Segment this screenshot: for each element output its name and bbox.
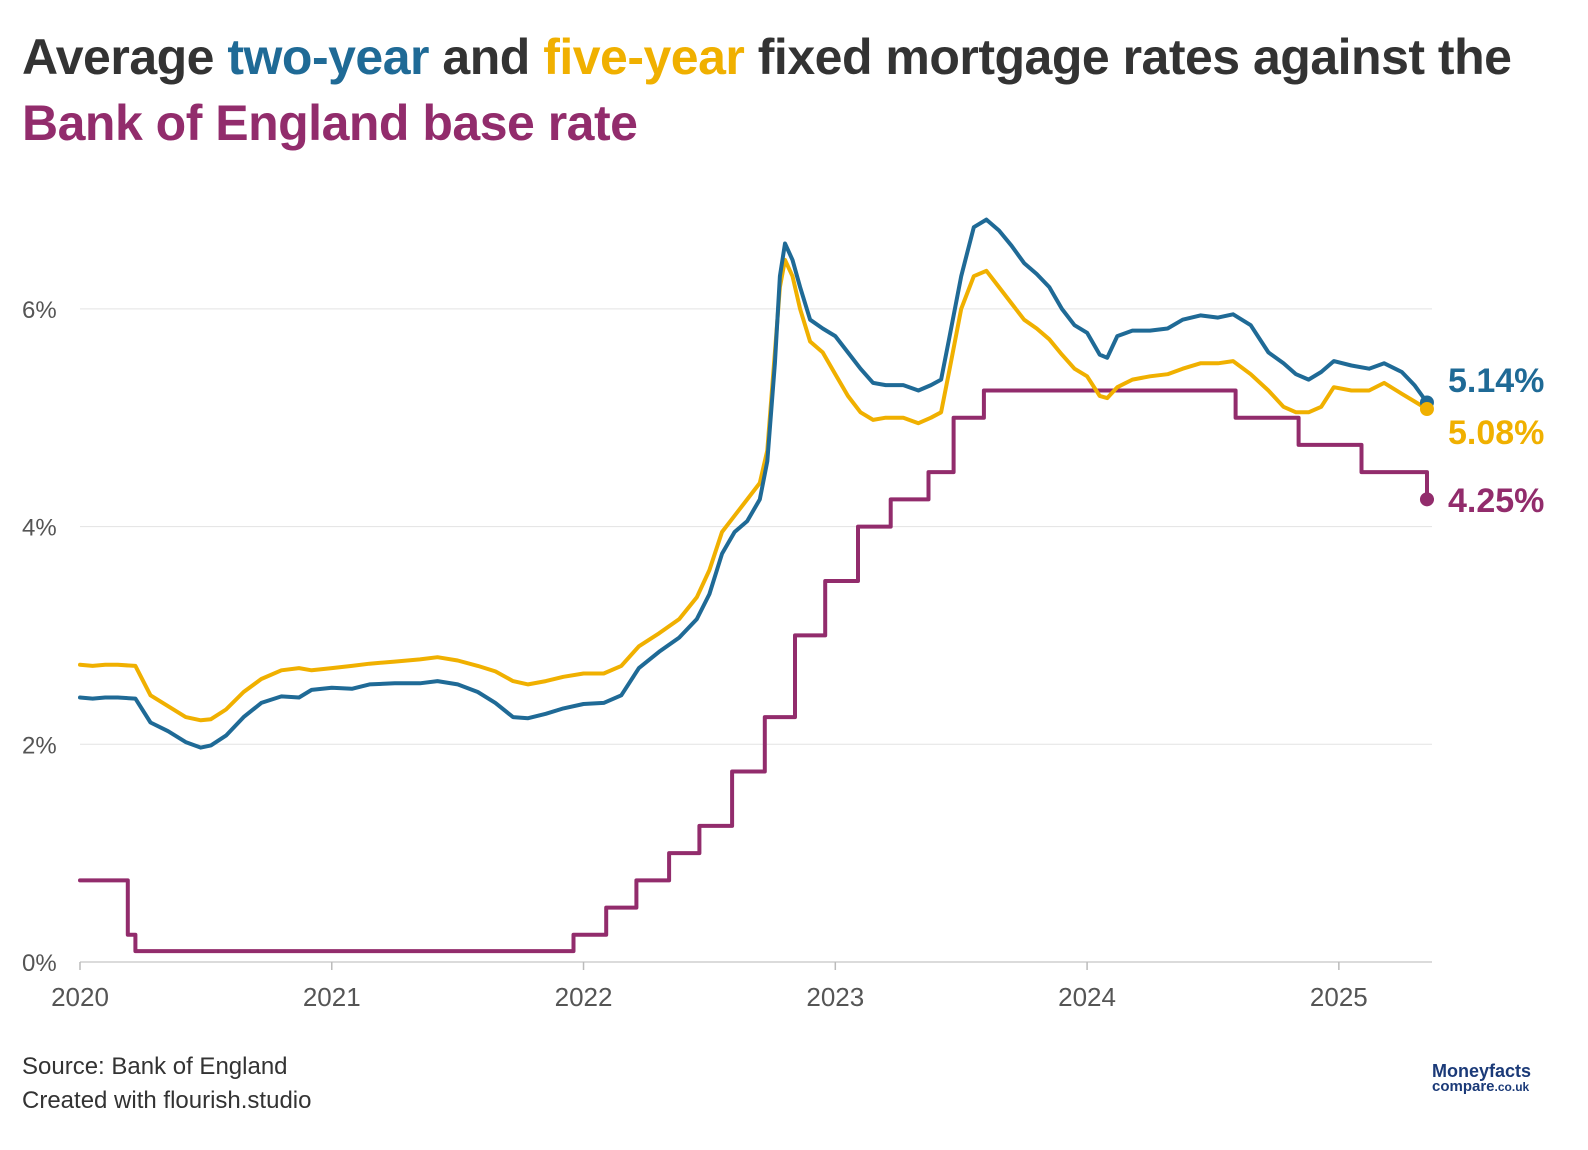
title-five-year: five-year — [543, 29, 745, 85]
gridlines — [80, 308, 1432, 745]
x-tick-label: 2020 — [51, 982, 109, 1012]
two-year-end-label: 5.14% — [1448, 362, 1544, 400]
end-labels: 5.14% 5.08% 4.25% — [1419, 362, 1544, 520]
y-tick-label: 2% — [22, 732, 57, 759]
base-end-point — [1419, 492, 1434, 507]
y-tick-label: 0% — [22, 950, 57, 977]
five-year-end-point — [1419, 402, 1434, 417]
series-layer — [78, 217, 1434, 954]
five-year-series-line — [78, 257, 1429, 723]
x-tick-label: 2025 — [1310, 982, 1368, 1012]
logo-line-2: compare.co.uk — [1432, 1078, 1562, 1095]
footer: Source: Bank of England Created with flo… — [22, 1050, 311, 1118]
two-year-series-line — [78, 217, 1429, 750]
y-tick-label: 4% — [22, 515, 57, 542]
source-text: Source: Bank of England — [22, 1053, 288, 1080]
title-part-1: Average — [22, 29, 228, 85]
chart-title: Average two-year and five-year fixed mor… — [22, 24, 1562, 156]
title-two-year: two-year — [227, 29, 429, 85]
y-axis: 0% 2% 4% 6% — [22, 297, 57, 977]
base-end-label: 4.25% — [1448, 482, 1544, 520]
title-part-3: and — [429, 29, 544, 85]
moneyfacts-logo: Moneyfacts compare.co.uk — [1432, 1062, 1562, 1094]
x-axis: 2020 2021 2022 2023 2024 2025 — [51, 961, 1432, 1012]
five-year-end-label: 5.08% — [1448, 414, 1544, 452]
y-tick-label: 6% — [22, 297, 57, 324]
x-tick-label: 2021 — [303, 982, 361, 1012]
x-tick-label: 2024 — [1058, 982, 1116, 1012]
base-series-line — [78, 388, 1434, 954]
created-with-link[interactable]: Created with flourish.studio — [22, 1087, 312, 1114]
title-base-rate: Bank of England base rate — [22, 95, 638, 151]
logo-domain: .co.uk — [1494, 1080, 1530, 1094]
logo-line-1: Moneyfacts — [1432, 1061, 1532, 1081]
logo-compare: compare — [1432, 1078, 1495, 1095]
x-tick-label: 2022 — [555, 982, 613, 1012]
title-part-5: fixed mortgage rates against the — [744, 29, 1512, 85]
x-tick-label: 2023 — [806, 982, 864, 1012]
